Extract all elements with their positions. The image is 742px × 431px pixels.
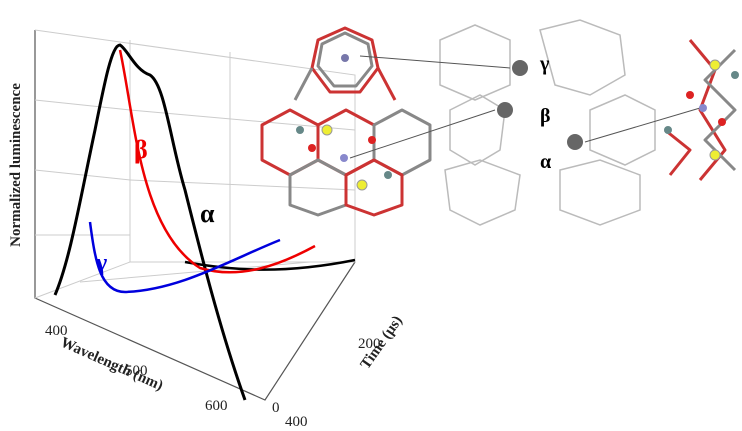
z-tick-label: 0 xyxy=(272,400,280,416)
grid-line xyxy=(130,110,355,130)
cage-top xyxy=(295,28,395,100)
y-axis-label: Normalized luminescence xyxy=(8,83,24,247)
ring xyxy=(540,20,625,95)
bond xyxy=(295,68,312,100)
x-tick-label: 400 xyxy=(45,323,68,339)
site xyxy=(567,134,583,150)
bond xyxy=(665,130,690,175)
atom xyxy=(710,150,720,160)
z-tick-label: 400 xyxy=(285,414,308,430)
curve-label: γ xyxy=(95,250,107,276)
ring xyxy=(440,25,510,100)
x-tick-label: 500 xyxy=(125,363,148,379)
arrow xyxy=(585,108,700,142)
atom xyxy=(699,104,707,112)
atom xyxy=(686,91,694,99)
atom xyxy=(731,71,739,79)
atom xyxy=(322,125,332,135)
bond xyxy=(690,40,725,180)
atom xyxy=(384,171,392,179)
ring xyxy=(450,95,505,165)
arrow xyxy=(360,56,510,68)
cage-right xyxy=(664,40,739,180)
atom xyxy=(357,180,367,190)
x-tick-label: 600 xyxy=(205,398,228,414)
atom xyxy=(340,154,348,162)
site xyxy=(512,60,528,76)
atom xyxy=(710,60,720,70)
site-label: β xyxy=(540,105,551,127)
grid-line xyxy=(35,100,130,110)
ring xyxy=(445,160,520,225)
site-label: α xyxy=(540,151,551,173)
atom xyxy=(341,54,349,62)
bond xyxy=(705,50,735,170)
arrow xyxy=(350,110,495,158)
site-label: γ xyxy=(539,53,550,75)
cage-left xyxy=(262,110,430,215)
floor-edge xyxy=(35,262,130,298)
grid-line xyxy=(35,170,130,180)
bond xyxy=(378,68,395,100)
curve-beta xyxy=(120,50,315,272)
curve-label: β xyxy=(134,135,148,164)
atom xyxy=(368,136,376,144)
ring xyxy=(346,160,402,215)
figure: Normalized luminescence Wavelength (nm) … xyxy=(0,0,742,431)
atom xyxy=(664,126,672,134)
site xyxy=(497,102,513,118)
atom xyxy=(308,144,316,152)
z-tick-label: 200 xyxy=(358,336,381,352)
ring xyxy=(560,160,640,225)
atom xyxy=(718,118,726,126)
curve-label: α xyxy=(200,199,215,228)
atom xyxy=(296,126,304,134)
ring xyxy=(590,95,655,165)
x-axis-label: Wavelength (nm) xyxy=(58,335,165,395)
grid-line xyxy=(130,180,355,190)
